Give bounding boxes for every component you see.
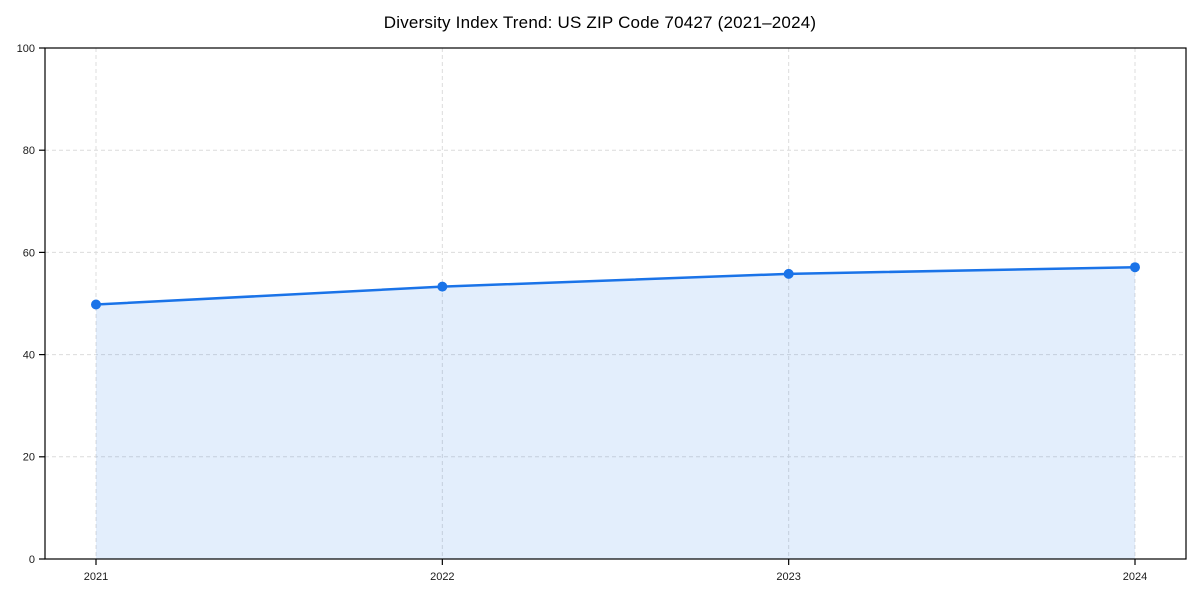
- area-fill: [96, 267, 1135, 559]
- data-point: [437, 281, 448, 292]
- y-tick-label: 80: [23, 145, 35, 157]
- data-point: [91, 299, 101, 310]
- data-point: [1130, 262, 1140, 273]
- y-tick-label: 40: [23, 349, 35, 361]
- y-tick-label: 0: [29, 554, 35, 566]
- x-tick-label: 2023: [776, 571, 800, 583]
- data-point: [783, 268, 794, 279]
- y-tick-label: 60: [23, 247, 35, 259]
- y-tick-label: 20: [23, 452, 35, 464]
- plot-border: [44, 47, 1187, 560]
- trend-line: [94, 265, 1137, 306]
- y-tick-label: 100: [17, 43, 35, 55]
- x-tick-label: 2022: [430, 571, 454, 583]
- chart-title: Diversity Index Trend: US ZIP Code 70427…: [383, 13, 817, 32]
- x-tick-label: 2021: [84, 571, 108, 583]
- x-tick-label: 2024: [1123, 571, 1147, 583]
